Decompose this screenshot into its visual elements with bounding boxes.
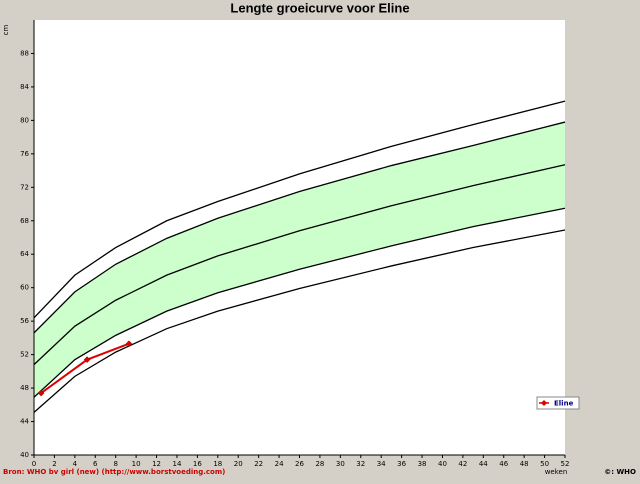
x-tick-label: 48: [520, 460, 529, 468]
x-tick-label: 52: [561, 460, 570, 468]
data-point: [83, 356, 91, 363]
y-tick-label: 88: [20, 49, 29, 57]
x-tick-label: 36: [397, 460, 406, 468]
reference-curve: [33, 121, 566, 334]
y-tick-label: 64: [20, 250, 29, 258]
x-tick-label: 12: [152, 460, 161, 468]
x-tick-label: 50: [540, 460, 549, 468]
x-tick-label: 10: [132, 460, 141, 468]
x-tick-label: 14: [173, 460, 182, 468]
y-tick-label: 48: [20, 384, 29, 392]
reference-curve: [33, 207, 566, 398]
legend-marker: [541, 400, 547, 406]
x-tick-label: 6: [93, 460, 98, 468]
x-tick-label: 40: [438, 460, 447, 468]
x-tick-label: 30: [336, 460, 345, 468]
x-tick-label: 22: [254, 460, 263, 468]
reference-curve: [33, 164, 566, 366]
data-point: [125, 340, 133, 348]
y-tick-label: 84: [20, 83, 29, 91]
source-note: Bron: WHO bv girl (new) (http://www.bors…: [3, 468, 225, 476]
x-tick-label: 16: [193, 460, 202, 468]
x-tick-label: 44: [479, 460, 488, 468]
y-tick-label: 60: [20, 284, 29, 292]
y-tick-label: 68: [20, 217, 29, 225]
reference-curve: [33, 229, 566, 413]
y-tick-label: 72: [20, 183, 29, 191]
x-tick-label: 28: [315, 460, 324, 468]
y-tick-label: 44: [20, 418, 29, 426]
x-tick-label: 24: [275, 460, 284, 468]
y-tick-label: 56: [20, 317, 29, 325]
x-axis-label: weken: [545, 468, 568, 476]
x-tick-label: 34: [377, 460, 386, 468]
y-tick-label: 76: [20, 150, 29, 158]
y-tick-label: 52: [20, 351, 29, 359]
x-tick-label: 2: [52, 460, 56, 468]
legend-box: [536, 396, 580, 410]
x-tick-label: 42: [458, 460, 467, 468]
copyright-note: ©: WHO: [604, 468, 636, 476]
x-tick-label: 8: [113, 460, 117, 468]
legend-label: Eline: [554, 400, 574, 408]
x-tick-label: 32: [356, 460, 365, 468]
x-tick-label: 20: [234, 460, 243, 468]
y-axis-label: cm: [2, 24, 10, 35]
band-fill: [34, 122, 565, 398]
x-tick-label: 38: [418, 460, 427, 468]
x-tick-label: 26: [295, 460, 304, 468]
y-tick-label: 40: [20, 451, 29, 459]
x-tick-label: 0: [32, 460, 36, 468]
chart-title: Lengte groeicurve voor Eline: [230, 0, 409, 15]
y-tick-label: 80: [20, 116, 29, 124]
reference-curve: [33, 100, 566, 319]
x-tick-label: 46: [499, 460, 508, 468]
x-tick-label: 18: [213, 460, 222, 468]
data-point: [37, 389, 45, 397]
x-tick-label: 4: [73, 460, 78, 468]
